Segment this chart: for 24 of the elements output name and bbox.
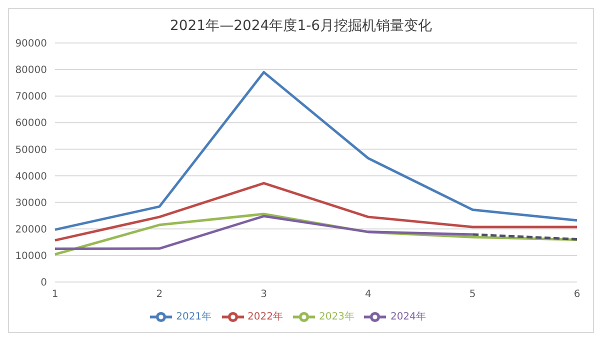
legend-label: 2022年 <box>248 312 283 323</box>
legend-label: 2021年 <box>176 312 212 323</box>
y-tick-label: 90000 <box>15 38 47 50</box>
y-tick-label: 0 <box>40 278 47 289</box>
line-series <box>54 70 578 231</box>
y-tick-label: 60000 <box>15 118 47 130</box>
x-tick-label: 4 <box>365 289 372 300</box>
line-series <box>54 182 578 242</box>
y-tick-label: 40000 <box>15 171 47 182</box>
y-tick-label: 70000 <box>15 92 47 103</box>
y-tick-label: 10000 <box>15 250 47 262</box>
x-tick-label: 3 <box>260 289 267 300</box>
y-tick-label: 80000 <box>15 65 47 76</box>
x-tick-label: 2 <box>156 289 163 300</box>
chart-title: 2021年—2024年度1-6月挖掘机销量变化 <box>168 17 434 36</box>
x-tick-label: 5 <box>469 289 476 300</box>
y-tick-label: 30000 <box>15 198 47 209</box>
y-tick-label: 50000 <box>15 144 47 156</box>
x-tick-label: 1 <box>52 289 58 300</box>
y-tick-label: 20000 <box>15 224 47 236</box>
legend-label: 2024年 <box>390 312 426 323</box>
legend-label: 2023年 <box>319 312 354 323</box>
x-tick-label: 6 <box>574 289 580 300</box>
line-series <box>54 214 474 250</box>
